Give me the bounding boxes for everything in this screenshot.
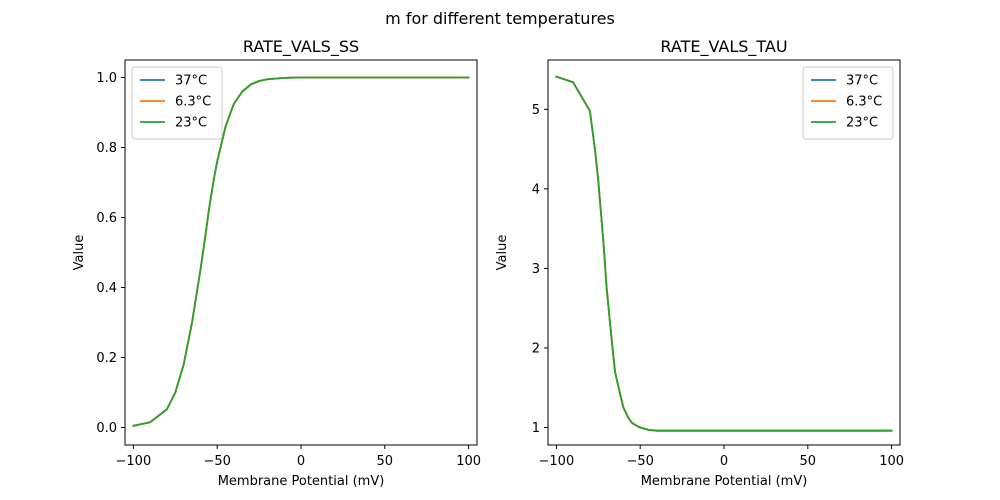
y-tick-label: 0.8 xyxy=(96,141,117,156)
x-tick-label: 50 xyxy=(800,454,817,469)
y-axis-label: Value xyxy=(495,235,510,271)
y-tick-label: 5 xyxy=(532,103,540,118)
series-line-2 xyxy=(555,75,893,432)
x-axis-label: Membrane Potential (mV) xyxy=(641,474,808,489)
series-line-2 xyxy=(132,76,470,427)
y-tick-label: 0.4 xyxy=(96,281,117,296)
legend-entry-1: 6.3°C xyxy=(175,95,211,110)
x-tick-label: 100 xyxy=(456,454,481,469)
y-tick-label: 2 xyxy=(532,341,540,356)
y-tick-label: 3 xyxy=(532,262,540,277)
legend-entry-1: 6.3°C xyxy=(846,95,882,110)
series-group xyxy=(555,75,893,432)
y-tick-label: 0.2 xyxy=(96,351,117,366)
legend-entry-2: 23°C xyxy=(846,116,878,131)
y-tick-label: 1 xyxy=(532,421,540,436)
x-tick-label: 50 xyxy=(377,454,394,469)
subplot-ss: RATE_VALS_SS −100 −50 0 50 100 0.0 0.2 0.4 0.6 0.8… xyxy=(72,37,481,489)
x-tick-label: −100 xyxy=(539,454,575,469)
figure-title: m for different temperatures xyxy=(385,9,615,28)
legend-entry-0: 37°C xyxy=(175,74,207,89)
series-group xyxy=(132,76,470,427)
x-tick-label: −100 xyxy=(116,454,152,469)
x-axis-label: Membrane Potential (mV) xyxy=(218,474,385,489)
legend-box xyxy=(802,66,894,140)
legend-entry-0: 37°C xyxy=(846,74,878,89)
legend-entry-2: 23°C xyxy=(175,116,207,131)
legend: 37°C 6.3°C 23°C xyxy=(802,66,894,140)
y-axis-label: Value xyxy=(72,235,87,271)
subplot-title: RATE_VALS_SS xyxy=(243,37,359,57)
x-tick-label: −50 xyxy=(626,454,653,469)
legend-box xyxy=(131,66,223,140)
y-tick-label: 0.6 xyxy=(96,211,117,226)
x-tick-label: 0 xyxy=(297,454,305,469)
subplot-title: RATE_VALS_TAU xyxy=(660,37,787,57)
y-tick-label: 0.0 xyxy=(96,421,117,436)
legend: 37°C 6.3°C 23°C xyxy=(131,66,223,140)
y-tick-label: 1.0 xyxy=(96,71,117,86)
x-tick-label: −50 xyxy=(203,454,230,469)
x-tick-label: 0 xyxy=(720,454,728,469)
y-tick-label: 4 xyxy=(532,182,540,197)
x-tick-label: 100 xyxy=(879,454,904,469)
subplot-tau: RATE_VALS_TAU −100 −50 0 50 100 1 2 3 4 5 Membrane … xyxy=(495,37,904,489)
